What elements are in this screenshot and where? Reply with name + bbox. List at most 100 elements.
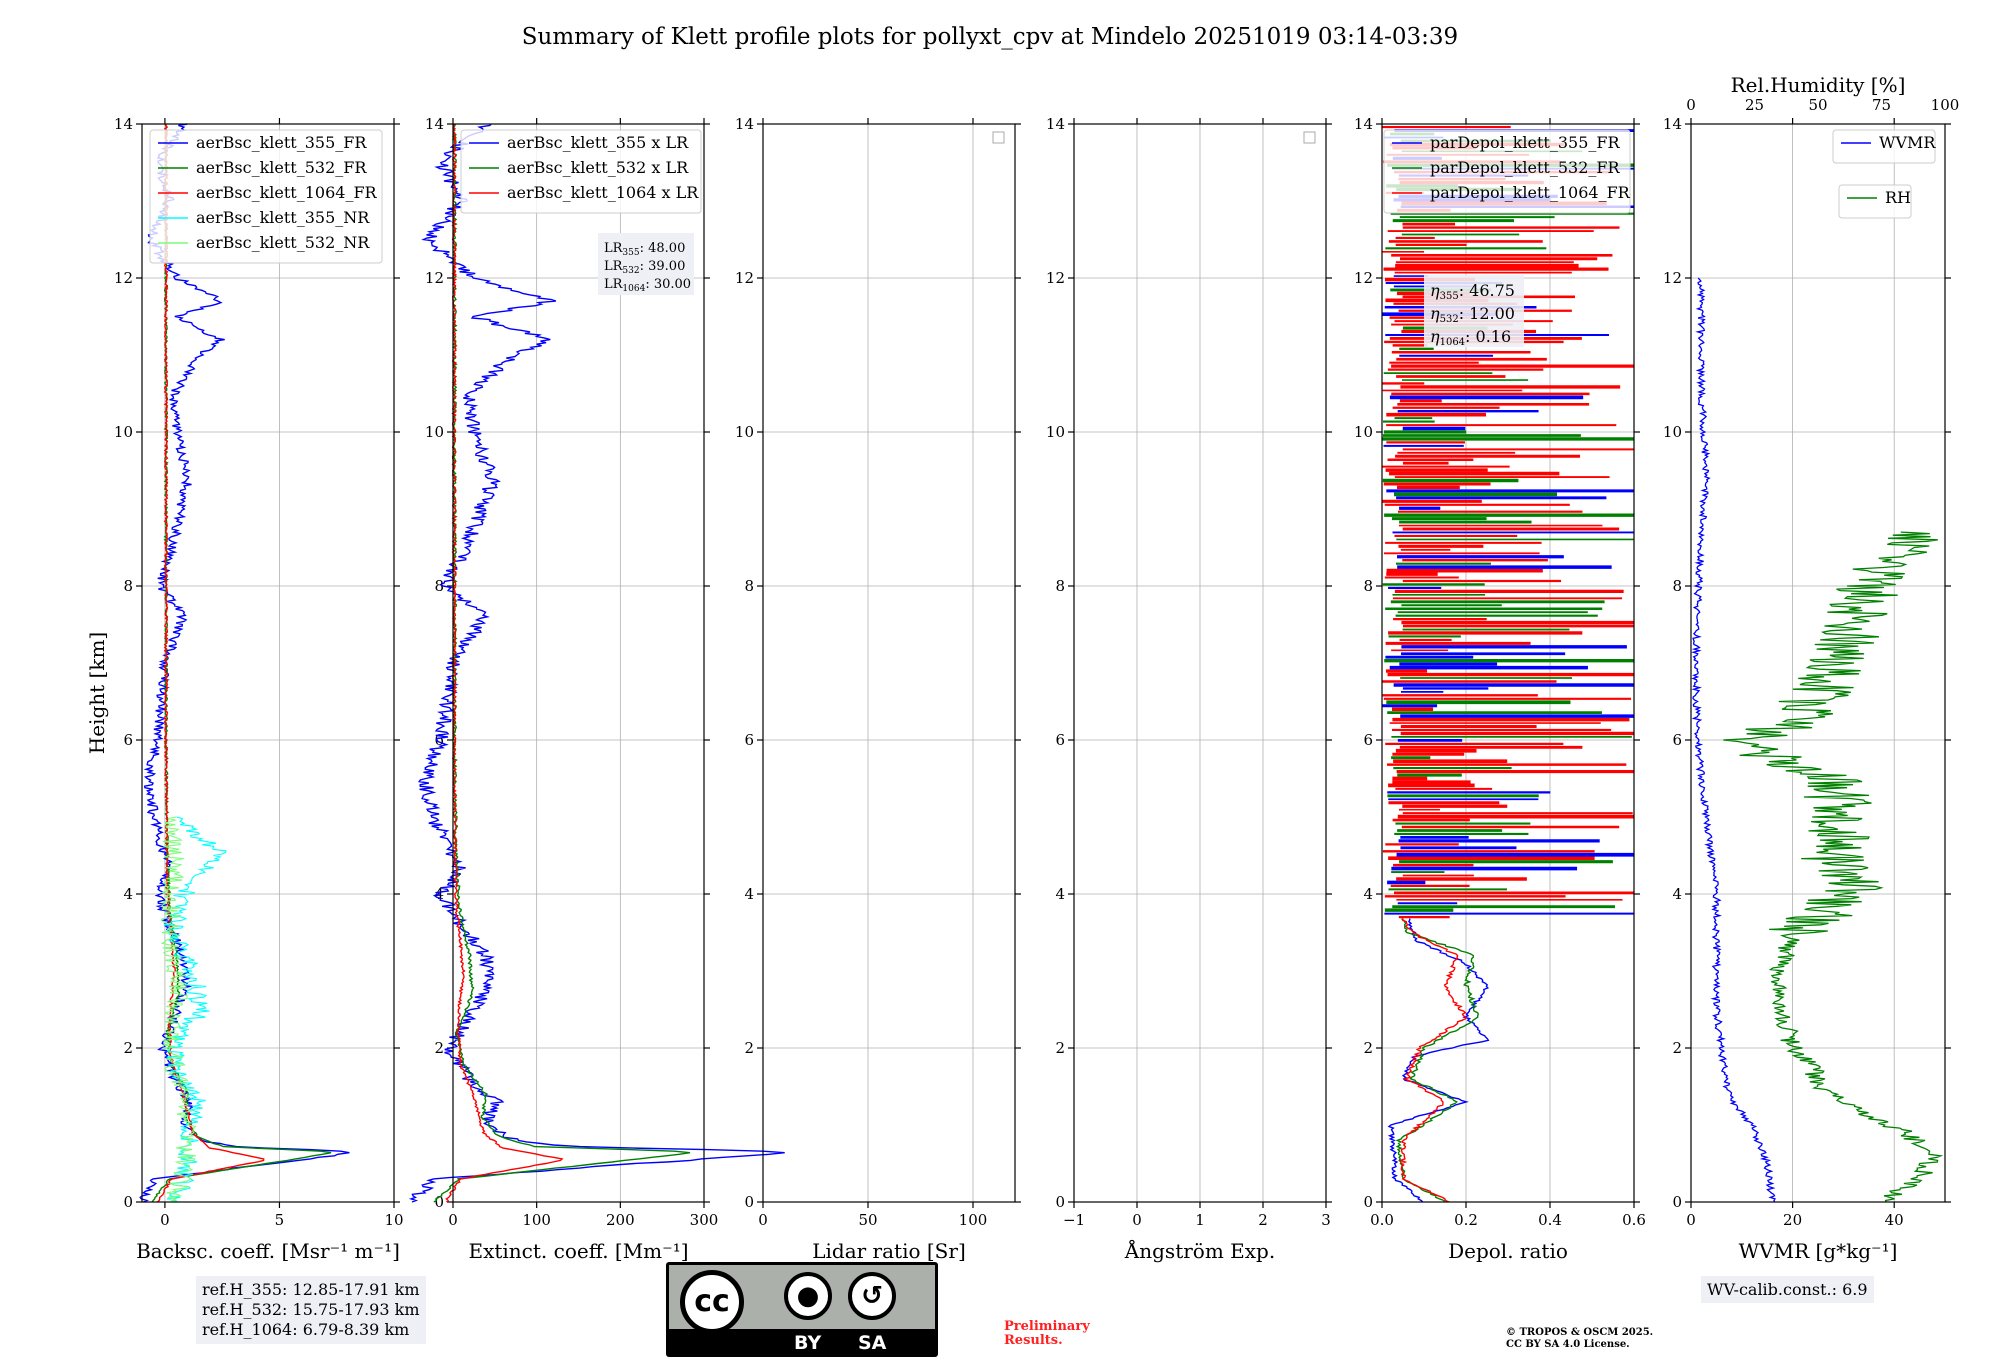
panel-depol-xtick-label: 0.0	[1370, 1211, 1394, 1229]
panel-wv-xtick-label: 0	[1686, 1211, 1696, 1229]
panel-lidar_ratio-ytick-label: 14	[735, 115, 754, 133]
rh-series-line	[1723, 531, 1944, 1203]
panel-backscatter-xlabel: Backsc. coeff. [Msr⁻¹ m⁻¹]	[136, 1239, 400, 1263]
rh-xtick-label: 75	[1872, 96, 1891, 114]
panel-depol-xtick-label: 0.4	[1538, 1211, 1562, 1229]
panel-wv-frame	[1690, 123, 1946, 1203]
copyright-note: © TROPOS & OSCM 2025. CC BY SA 4.0 Licen…	[1506, 1327, 1654, 1350]
panel-backscatter-ytick-label: 2	[123, 1039, 133, 1057]
panel-backscatter-ytick-label: 4	[123, 885, 133, 903]
depol-legend-entry: parDepol_klett_355_FR	[1430, 133, 1621, 152]
panel-backscatter-ytick-label: 12	[114, 269, 133, 287]
extinction-series-line	[408, 123, 785, 1203]
panel-extinction-frame	[452, 123, 705, 1203]
panel-backscatter-ytick-label: 6	[123, 731, 133, 749]
rh-xtick-label: 100	[1931, 96, 1960, 114]
panel-angstrom-ytick-label: 8	[1055, 577, 1065, 595]
lidar-ratio-value: LR532: 39.00	[604, 259, 685, 276]
extinction-series-line	[445, 123, 564, 1203]
eta-value: η1064: 0.16	[1430, 327, 1511, 348]
panel-angstrom-ytick-label: 4	[1055, 885, 1065, 903]
panel-lidar_ratio-xtick-label: 50	[858, 1211, 877, 1229]
lidar-ratio-empty-legend	[992, 131, 1005, 144]
panel-backscatter-ytick-label: 0	[123, 1193, 133, 1211]
panel-lidar_ratio-ytick-label: 12	[735, 269, 754, 287]
panel-depol-ytick-label: 8	[1363, 577, 1373, 595]
lidar-ratio-box	[598, 233, 694, 295]
reference-height-box: ref.H_355: 12.85-17.91 km ref.H_532: 15.…	[196, 1276, 426, 1344]
panel-lidar_ratio-ytick-label: 8	[744, 577, 754, 595]
depol-legend	[1383, 129, 1631, 214]
depol-legend-entry: parDepol_klett_532_FR	[1430, 158, 1621, 177]
cc-icon: cc	[680, 1270, 744, 1334]
panel-lidar_ratio-ytick-label: 0	[744, 1193, 754, 1211]
panel-extinction-ytick-label: 14	[425, 115, 444, 133]
panel-depol-xtick-label: 0.2	[1454, 1211, 1478, 1229]
panel-angstrom-ytick-label: 14	[1046, 115, 1065, 133]
wvmr-series-line	[1691, 277, 1776, 1203]
panel-angstrom-frame	[1073, 123, 1327, 1203]
depol-legend-entry: parDepol_klett_1064_FR	[1430, 183, 1631, 202]
eta-value: η355: 46.75	[1430, 281, 1515, 302]
backscatter-legend-entry: aerBsc_klett_532_FR	[196, 158, 367, 177]
wvmr-legend-entry: WVMR	[1879, 133, 1936, 152]
panel-depol-ytick-label: 4	[1363, 885, 1373, 903]
wv-calib-box: WV-calib.const.: 6.9	[1701, 1276, 1874, 1303]
panel-depol-frame	[1381, 123, 1635, 1203]
panel-extinction-ytick-label: 6	[434, 731, 444, 749]
panel-lidar_ratio-ytick-label: 6	[744, 731, 754, 749]
panel-lidar_ratio-ytick-label: 2	[744, 1039, 754, 1057]
panel-angstrom-xtick-label: 2	[1258, 1211, 1268, 1229]
panel-depol-ytick-label: 12	[1354, 269, 1373, 287]
panel-angstrom-xtick-label: 0	[1132, 1211, 1142, 1229]
panel-extinction-ytick-label: 2	[434, 1039, 444, 1057]
preliminary-note: Preliminary Results.	[1004, 1319, 1090, 1348]
panel-depol-xtick-label: 0.6	[1622, 1211, 1646, 1229]
wv-calib-const: WV-calib.const.: 6.9	[1707, 1280, 1868, 1299]
rh-xtick-label: 0	[1686, 96, 1696, 114]
rh-xtick-label: 25	[1745, 96, 1764, 114]
extinction-legend-entry: aerBsc_klett_1064 x LR	[507, 183, 699, 202]
backscatter-series-line	[156, 123, 265, 1203]
panel-depol-ytick-label: 6	[1363, 731, 1373, 749]
panel-angstrom-xlabel: Ångström Exp.	[1124, 1238, 1275, 1263]
cc-license-badge: cc ● ↺ BY SA	[666, 1262, 938, 1357]
panel-backscatter-xtick-label: 0	[160, 1211, 170, 1229]
panel-depol-ytick-label: 14	[1354, 115, 1373, 133]
panel-wv-ytick-label: 12	[1663, 269, 1682, 287]
panel-wv-ytick-label: 2	[1672, 1039, 1682, 1057]
depol-series-line	[1387, 918, 1490, 1203]
panel-angstrom-ytick-label: 0	[1055, 1193, 1065, 1211]
panel-angstrom-ytick-label: 2	[1055, 1039, 1065, 1057]
panel-depol-ytick-label: 0	[1363, 1193, 1373, 1211]
y-axis-label: Height [km]	[85, 632, 109, 754]
backscatter-series-line	[160, 816, 197, 1203]
ref-h-355: ref.H_355: 12.85-17.91 km	[202, 1280, 420, 1299]
panel-extinction-ytick-label: 10	[425, 423, 444, 441]
panel-lidar_ratio-ytick-label: 10	[735, 423, 754, 441]
panel-wv-ytick-label: 10	[1663, 423, 1682, 441]
eta-value: η532: 12.00	[1430, 304, 1515, 325]
extinction-legend	[460, 129, 702, 214]
panel-backscatter-frame	[141, 123, 395, 1203]
backscatter-legend-entry: aerBsc_klett_355_FR	[196, 133, 367, 152]
badge-by-label: BY	[794, 1332, 822, 1354]
ref-h-1064: ref.H_1064: 6.79-8.39 km	[202, 1320, 410, 1339]
panel-wv-ytick-label: 8	[1672, 577, 1682, 595]
backscatter-legend	[149, 129, 383, 264]
panel-lidar_ratio-frame	[762, 123, 1016, 1203]
panel-wv-ytick-label: 0	[1672, 1193, 1682, 1211]
depol-series-line	[1398, 918, 1467, 1203]
badge-sa-label: SA	[858, 1332, 887, 1354]
panel-depol-ytick-label: 10	[1354, 423, 1373, 441]
panel-angstrom-xtick-label: 1	[1195, 1211, 1205, 1229]
backscatter-legend-entry: aerBsc_klett_355_NR	[196, 208, 370, 227]
eta-box	[1424, 275, 1524, 347]
panel-angstrom-ytick-label: 12	[1046, 269, 1065, 287]
backscatter-legend-entry: aerBsc_klett_532_NR	[196, 233, 370, 252]
extinction-legend-entry: aerBsc_klett_355 x LR	[507, 133, 689, 152]
panel-wv-ytick-label: 6	[1672, 731, 1682, 749]
panel-wv-xtick-label: 20	[1783, 1211, 1802, 1229]
wvmr-legend	[1832, 129, 1936, 164]
